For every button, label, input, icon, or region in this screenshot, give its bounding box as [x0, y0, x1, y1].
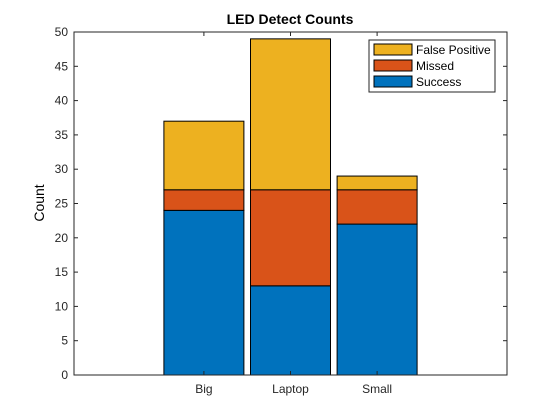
bar-small-false-positive [336, 175, 418, 191]
legend-label: False Positive [416, 43, 491, 57]
x-tick-label: Big [195, 382, 212, 396]
y-tick-label: 25 [55, 197, 69, 211]
legend-swatch-success [373, 75, 413, 88]
bar-big-success [163, 209, 245, 376]
y-tick-label: 30 [55, 162, 69, 176]
y-tick-label: 10 [55, 299, 69, 313]
legend-swatch-false-positive [373, 43, 413, 56]
legend-label: Success [416, 75, 461, 89]
y-tick-label: 15 [55, 265, 69, 279]
bar-big-missed [163, 189, 245, 211]
bar-small-success [336, 223, 418, 376]
bar-laptop-false-positive [250, 38, 331, 191]
bar-laptop-missed [250, 189, 331, 287]
legend-swatch-missed [373, 59, 413, 72]
y-tick-label: 0 [61, 368, 68, 382]
y-tick-label: 20 [55, 231, 69, 245]
y-tick-label: 40 [55, 94, 69, 108]
chart-title: LED Detect Counts [227, 11, 354, 27]
x-tick-label: Small [362, 382, 392, 396]
y-tick-label: 5 [61, 334, 68, 348]
bar-big-false-positive [163, 120, 245, 191]
x-tick-label: Laptop [272, 382, 309, 396]
plot-area: Big Laptop Small 0 5 10 15 20 25 30 35 40 45 50 [55, 25, 508, 396]
bar-small-missed [336, 189, 418, 225]
y-tick-label: 35 [55, 128, 69, 142]
axes-box [73, 31, 508, 376]
legend: False Positive Missed Success [368, 39, 496, 93]
bar-laptop-success [250, 285, 331, 376]
y-axis-label: Count [31, 184, 47, 221]
y-tick-label: 50 [55, 25, 69, 39]
y-tick-label: 45 [55, 59, 69, 73]
legend-label: Missed [416, 59, 454, 73]
